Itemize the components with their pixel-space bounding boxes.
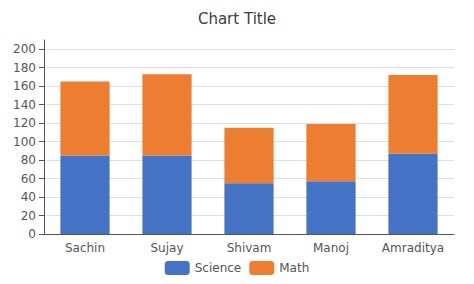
svg-text:40: 40 — [21, 190, 36, 204]
svg-text:Shivam: Shivam — [227, 241, 272, 255]
svg-text:20: 20 — [21, 209, 36, 223]
svg-text:160: 160 — [13, 79, 36, 93]
svg-text:80: 80 — [21, 153, 36, 167]
svg-text:Math: Math — [279, 261, 309, 275]
svg-text:180: 180 — [13, 61, 36, 75]
svg-text:140: 140 — [13, 98, 36, 112]
svg-text:60: 60 — [21, 172, 36, 186]
svg-text:Amraditya: Amraditya — [382, 241, 444, 255]
svg-text:Science: Science — [195, 261, 242, 275]
svg-text:Sachin: Sachin — [65, 241, 105, 255]
svg-text:120: 120 — [13, 116, 36, 130]
svg-text:Manoj: Manoj — [313, 241, 349, 255]
svg-text:Sujay: Sujay — [150, 241, 183, 255]
svg-text:0: 0 — [28, 227, 36, 241]
svg-text:100: 100 — [13, 135, 36, 149]
svg-text:200: 200 — [13, 42, 36, 56]
svg-text:Chart Title: Chart Title — [198, 10, 276, 28]
